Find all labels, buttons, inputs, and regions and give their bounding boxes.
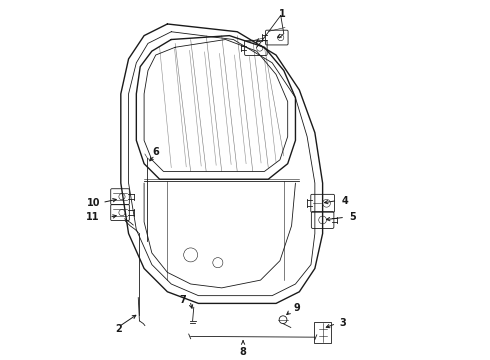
Text: 4: 4 xyxy=(341,195,348,206)
Text: 3: 3 xyxy=(339,318,346,328)
Bar xyxy=(314,321,331,343)
Text: 9: 9 xyxy=(294,303,301,314)
Text: 5: 5 xyxy=(349,212,356,222)
Text: 6: 6 xyxy=(153,147,160,157)
Text: 8: 8 xyxy=(240,347,246,357)
Text: 10: 10 xyxy=(87,198,100,207)
Text: 7: 7 xyxy=(180,295,186,305)
Text: 2: 2 xyxy=(116,324,122,334)
Text: 1: 1 xyxy=(278,9,285,19)
Text: 11: 11 xyxy=(86,212,100,222)
